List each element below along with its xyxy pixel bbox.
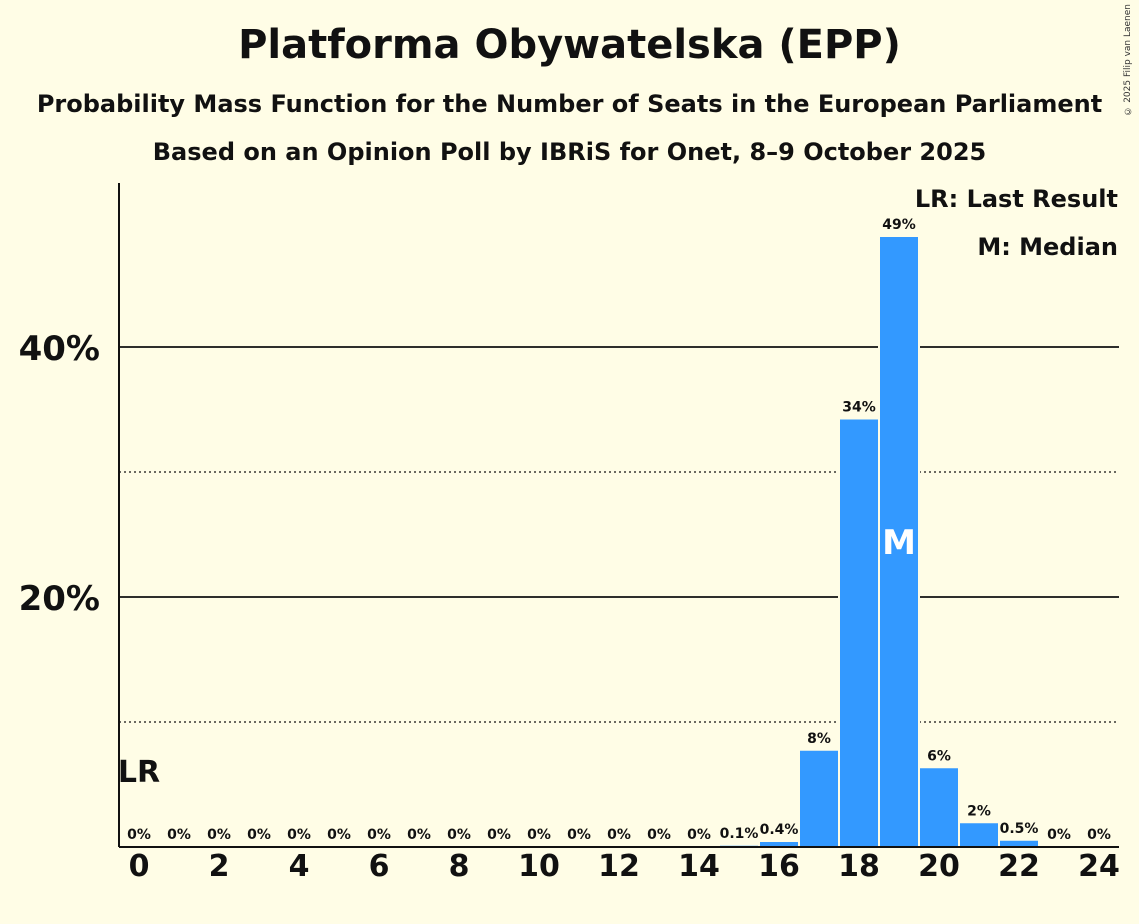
bar [800,750,838,847]
bar [760,842,798,847]
chart-subtitle: Probability Mass Function for the Number… [36,90,1103,118]
median-marker: M [882,523,916,563]
bar [840,419,878,847]
bar-value-label: 0% [647,827,671,843]
bar-value-label: 0% [287,827,311,843]
bar-value-label: 0% [487,827,511,843]
bar [880,237,918,847]
bar-value-label: 0% [1047,827,1071,843]
x-tick-label: 12 [598,849,640,884]
last-result-marker: LR [118,755,160,790]
x-tick-label: 2 [209,849,230,884]
bar [1000,840,1038,847]
x-tick-label: 8 [449,849,470,884]
x-tick-label: 0 [129,849,150,884]
bar-value-label: 0% [167,827,191,843]
bar-value-label: 0% [527,827,551,843]
bar-value-label: 2% [967,803,991,819]
x-tick-label: 16 [758,849,800,884]
y-tick-label: 20% [19,579,100,619]
bar [920,768,958,847]
bar-value-label: 0.5% [1000,821,1039,837]
bar-value-label: 49% [882,217,916,233]
bar-value-label: 0% [247,827,271,843]
bar-value-label: 0% [447,827,471,843]
x-tick-label: 22 [998,849,1040,884]
x-tick-label: 10 [518,849,560,884]
bar-value-label: 0% [1087,827,1111,843]
bar-value-label: 6% [927,748,951,764]
bar-value-label: 8% [807,731,831,747]
bar-value-label: 0% [687,827,711,843]
legend-median: M: Median [977,233,1118,261]
bar-value-label: 0% [407,827,431,843]
bar-value-label: 0% [607,827,631,843]
bar-value-label: 0.1% [720,826,759,842]
bar-value-label: 34% [842,400,876,416]
x-tick-label: 24 [1078,849,1120,884]
x-tick-label: 4 [289,849,310,884]
x-tick-label: 20 [918,849,960,884]
bar-value-label: 0% [327,827,351,843]
bar-value-label: 0% [367,827,391,843]
bar-value-label: 0% [207,827,231,843]
x-tick-label: 14 [678,849,720,884]
bar-value-label: 0.4% [760,822,799,838]
chart-source-line: Based on an Opinion Poll by IBRiS for On… [152,138,987,166]
bar-value-label: 0% [567,827,591,843]
x-tick-label: 6 [369,849,390,884]
y-tick-label: 40% [19,329,100,369]
x-tick-label: 18 [838,849,880,884]
chart-title: Platforma Obywatelska (EPP) [238,22,901,68]
bar-value-label: 0% [127,827,151,843]
bar [960,823,998,847]
legend-last-result: LR: Last Result [914,185,1118,213]
bar-halo [718,843,760,847]
